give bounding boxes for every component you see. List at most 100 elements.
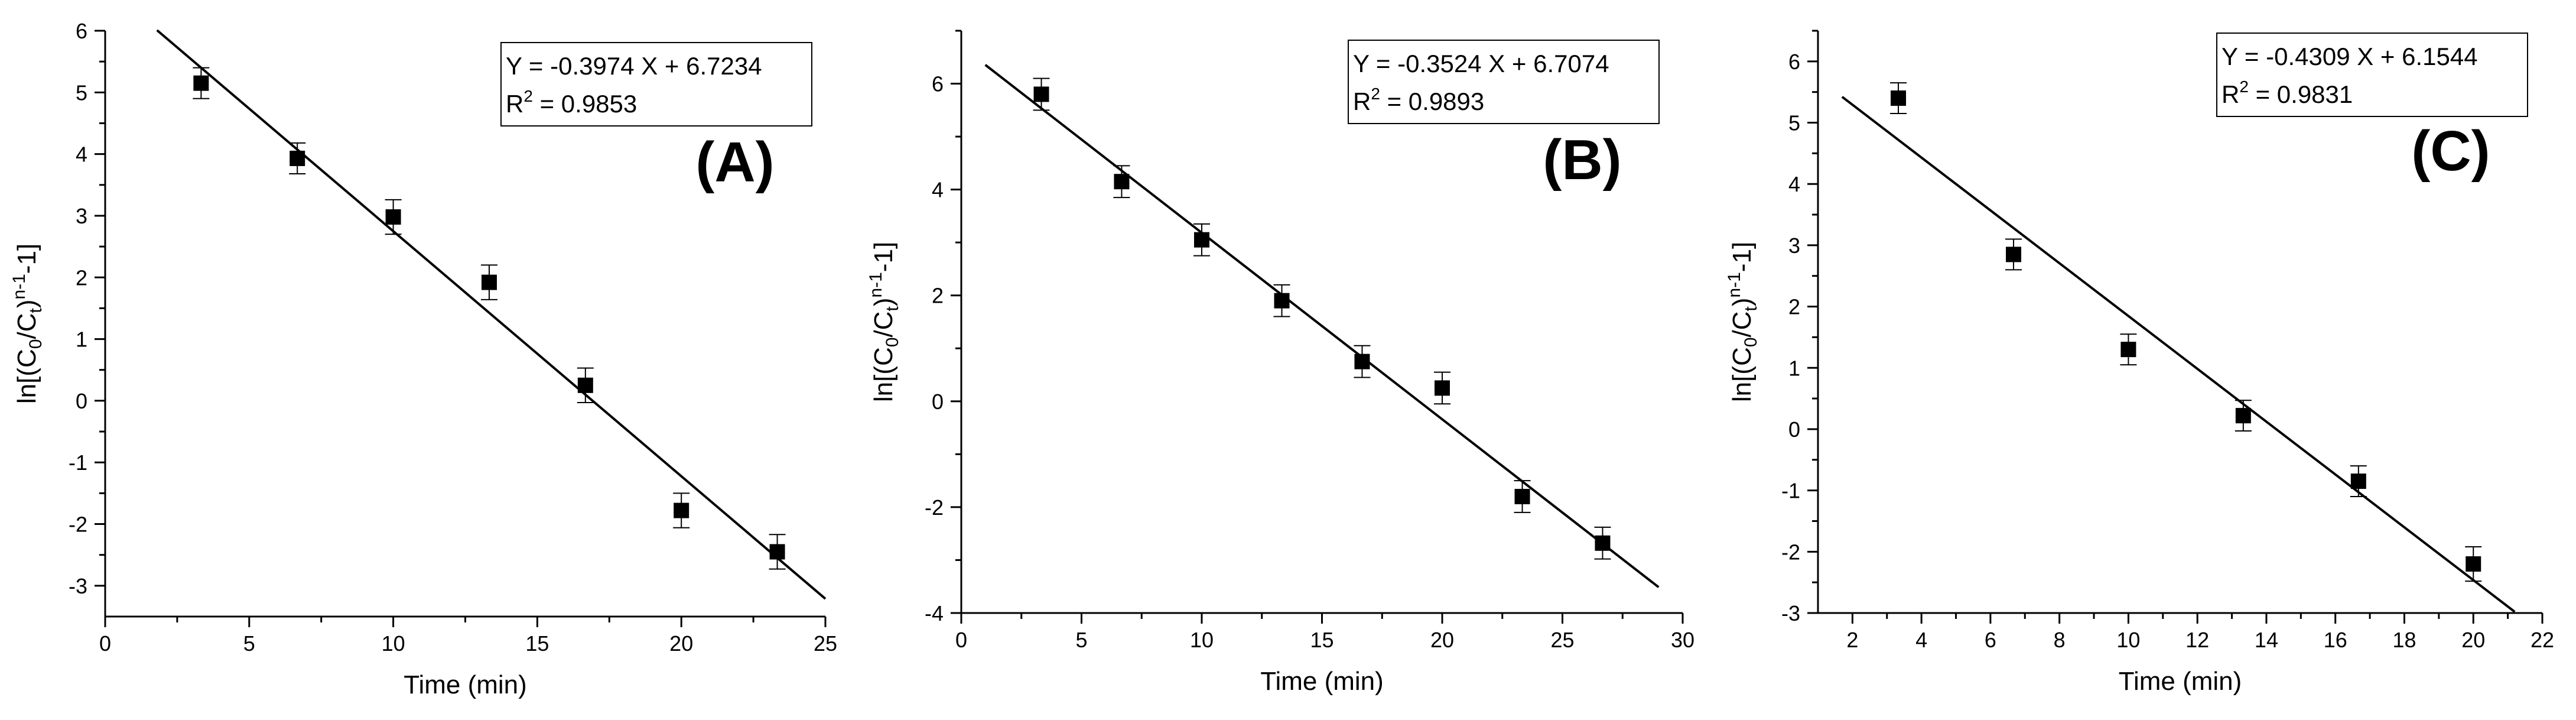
y-tick-label: 5 [76, 80, 87, 105]
y-tick-label: -4 [925, 601, 944, 625]
y-axis-title-part: ln[(C [12, 349, 41, 404]
y-axis-title-part: 0 [883, 338, 902, 348]
y-axis-title-part: -1] [12, 244, 41, 274]
y-tick-label: 6 [932, 72, 944, 96]
r-squared-value: = 0.9831 [2249, 80, 2353, 108]
x-tick-label: 20 [1430, 628, 1454, 652]
r-squared-text: R2 = 0.9853 [506, 87, 637, 118]
panel-label: (B) [1543, 128, 1621, 192]
y-tick-label: -3 [1781, 601, 1800, 625]
y-axis-title: ln[(C0/Ct)n-1-1] [1725, 242, 1761, 402]
x-tick-label: 10 [1190, 628, 1214, 652]
y-tick-label: 0 [932, 390, 944, 414]
r-squared-prefix: R [506, 90, 523, 118]
data-point [290, 150, 305, 166]
fit-line [984, 64, 1660, 588]
x-tick-label: 18 [2392, 628, 2416, 652]
y-tick-label: 6 [1788, 50, 1800, 74]
y-axis-title-part: t [883, 306, 902, 312]
data-point [674, 502, 689, 518]
x-tick-label: 30 [1671, 628, 1694, 652]
x-tick-label: 4 [1915, 628, 1927, 652]
y-axis-title-part: /C [12, 313, 41, 339]
panel-label: (C) [2411, 119, 2490, 183]
data-point [1595, 535, 1611, 551]
data-point [1435, 380, 1450, 396]
y-tick-label: 3 [1788, 233, 1800, 258]
equation-box [2216, 33, 2528, 117]
y-tick-label: 2 [1788, 295, 1800, 319]
y-tick-label: 5 [1788, 111, 1800, 135]
y-axis-title: ln[(C0/Ct)n-1-1] [9, 244, 45, 404]
r-squared-text: R2 = 0.9831 [2222, 77, 2353, 108]
r-squared-sup: 2 [2239, 77, 2249, 96]
x-axis-title: Time (min) [404, 670, 527, 699]
y-tick-label: 2 [76, 265, 87, 290]
x-tick-label: 14 [2255, 628, 2278, 652]
r-squared-sup: 2 [1371, 85, 1380, 103]
y-axis-title-part: n-1 [9, 274, 29, 299]
y-tick-label: 4 [1788, 172, 1800, 196]
data-point [2120, 342, 2136, 358]
y-tick-label: 4 [76, 142, 87, 167]
equation-text: Y = -0.3524 X + 6.7074 [1353, 50, 1609, 77]
y-tick-label: -1 [1781, 479, 1800, 503]
x-tick-label: 20 [2461, 628, 2485, 652]
x-axis-title: Time (min) [2119, 667, 2242, 696]
x-tick-label: 12 [2185, 628, 2209, 652]
fit-line [1841, 96, 2516, 613]
y-tick-label: 4 [932, 178, 944, 202]
x-tick-label: 5 [243, 631, 255, 656]
data-point [193, 75, 209, 91]
y-axis-title-part: -1] [869, 242, 898, 272]
x-tick-label: 22 [2531, 628, 2554, 652]
y-tick-label: -1 [69, 450, 87, 475]
x-tick-label: 8 [2054, 628, 2066, 652]
y-tick-label: -2 [925, 495, 944, 520]
data-point [577, 377, 593, 393]
data-point [1194, 232, 1209, 248]
y-axis-title-part: -1] [1728, 242, 1757, 272]
panel-label: (A) [695, 131, 774, 194]
y-axis-title-part: /C [869, 312, 898, 338]
r-squared-value: = 0.9893 [1380, 87, 1484, 115]
x-tick-label: 10 [2116, 628, 2140, 652]
y-tick-label: 1 [76, 327, 87, 352]
r-squared-text: R2 = 0.9893 [1353, 85, 1484, 115]
y-axis-title-part: ) [1728, 298, 1757, 307]
y-tick-label: -2 [1781, 540, 1800, 564]
y-tick-label: 6 [76, 19, 87, 43]
y-axis-title-part: ) [869, 298, 898, 307]
r-squared-sup: 2 [523, 87, 533, 105]
y-tick-label: -3 [69, 574, 87, 598]
y-tick-label: 0 [1788, 417, 1800, 442]
data-point [1114, 174, 1130, 190]
y-axis-title-part: ln[(C [869, 347, 898, 402]
y-tick-label: 3 [76, 204, 87, 228]
data-point [2235, 408, 2251, 424]
r-squared-prefix: R [1353, 87, 1371, 115]
y-axis-title-part: ln[(C [1728, 347, 1757, 402]
y-axis-title: ln[(C0/Ct)n-1-1] [866, 242, 902, 402]
y-axis-title-part: 0 [1741, 338, 1761, 348]
x-tick-label: 5 [1075, 628, 1087, 652]
fit-line [156, 29, 827, 600]
y-tick-label: 0 [76, 389, 87, 413]
data-point [1891, 90, 1907, 106]
data-point [2350, 473, 2366, 489]
x-tick-label: 25 [814, 631, 837, 656]
r-squared-value: = 0.9853 [533, 90, 637, 118]
y-axis-title-part: n-1 [1725, 272, 1744, 297]
x-tick-label: 2 [1846, 628, 1858, 652]
equation-text: Y = -0.4309 X + 6.1544 [2222, 43, 2478, 70]
data-point [2006, 247, 2022, 262]
equation-text: Y = -0.3974 X + 6.7234 [506, 52, 762, 80]
data-point [1514, 489, 1530, 504]
y-axis-title-part: 0 [26, 339, 45, 349]
data-point [481, 274, 497, 290]
x-axis-title: Time (min) [1260, 667, 1384, 696]
y-axis-title-part: /C [1728, 312, 1757, 338]
